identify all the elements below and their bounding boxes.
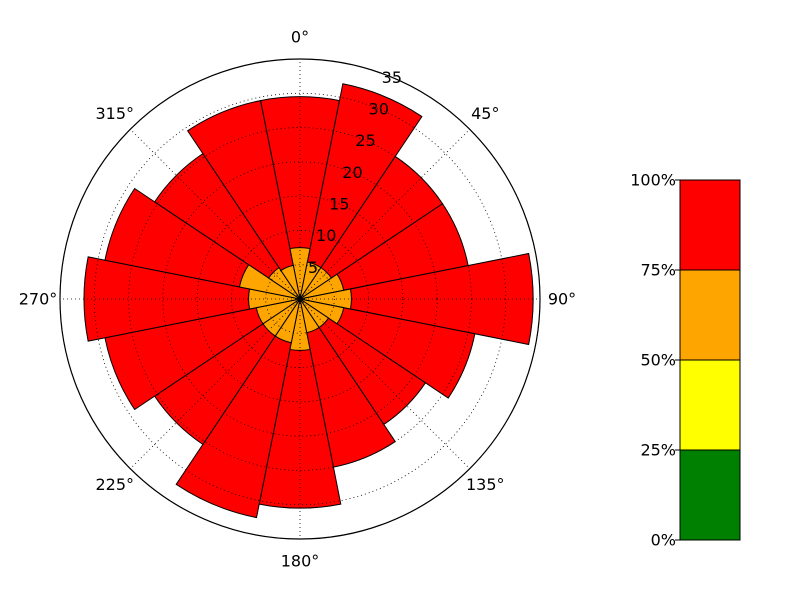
radial-gridline — [265, 264, 335, 334]
color-scale-tick-label: 100% — [630, 171, 676, 190]
color-scale-band — [679, 359, 741, 451]
color-scale-bands — [679, 179, 741, 541]
radial-tick-label: 20 — [342, 163, 362, 182]
inner-bar-0 — [289, 247, 311, 300]
radial-gridline — [196, 195, 404, 403]
angle-gridline — [299, 129, 470, 300]
polar-plot: 0° 45° 90° 135° 180° 225° 270° 315° 5 10 15 20 25 30… — [19, 28, 576, 571]
outer-bar-202.5 — [175, 298, 301, 519]
color-scale-tick-label: 75% — [640, 261, 676, 280]
radial-tick-label: 10 — [316, 226, 336, 245]
radial-tick-label: 5 — [308, 258, 318, 277]
radial-tick-label: 35 — [382, 68, 402, 87]
radial-tick-label: 15 — [329, 194, 349, 213]
radial-gridline — [93, 92, 507, 506]
inner-bar-112.5 — [299, 298, 345, 325]
color-scale: 0% 25% 50% 75% 100% — [630, 171, 741, 550]
outer-bar-270 — [83, 256, 301, 342]
outer-bar-112.5 — [299, 298, 476, 399]
color-scale-tick-label: 0% — [651, 531, 676, 550]
color-scale-band — [679, 449, 741, 541]
angle-tick-label: 45° — [471, 104, 499, 123]
radial-gridline — [128, 127, 472, 471]
outer-bar-22.5 — [299, 83, 423, 300]
radial-tick-labels: 5 10 15 20 25 30 35 — [308, 68, 402, 277]
angle-tick-label: 270° — [19, 290, 58, 309]
angle-tick-label: 0° — [291, 28, 309, 47]
inner-bar-315 — [267, 266, 301, 300]
color-scale-tick-label: 50% — [640, 351, 676, 370]
radial-gridline — [162, 161, 438, 437]
radial-tick-label: 25 — [355, 131, 375, 150]
inner-bar-180 — [289, 298, 311, 351]
polar-outline — [59, 58, 541, 540]
color-scale-band — [679, 179, 741, 271]
angle-tick-label: 90° — [548, 290, 576, 309]
radial-tick-label: 30 — [369, 99, 389, 118]
inner-bar-90 — [299, 288, 352, 310]
polar-bars — [83, 83, 534, 519]
outer-bar-337.5 — [186, 100, 301, 300]
angle-gridline — [130, 129, 301, 300]
color-scale-tick-label: 25% — [640, 441, 676, 460]
angle-gridline — [299, 298, 470, 469]
angle-tick-label: 135° — [466, 475, 505, 494]
angle-tick-label: 225° — [95, 475, 134, 494]
inner-bar-337.5 — [280, 264, 301, 300]
inner-bar-292.5 — [238, 264, 301, 300]
angle-tick-label: 180° — [281, 552, 320, 571]
color-scale-band — [679, 269, 741, 361]
angle-tick-labels: 0° 45° 90° 135° 180° 225° 270° 315° — [19, 28, 576, 571]
color-scale-tick-labels: 0% 25% 50% 75% 100% — [630, 171, 680, 550]
angle-tick-label: 315° — [95, 104, 134, 123]
angle-gridline — [130, 298, 301, 469]
polar-grid — [59, 58, 541, 540]
